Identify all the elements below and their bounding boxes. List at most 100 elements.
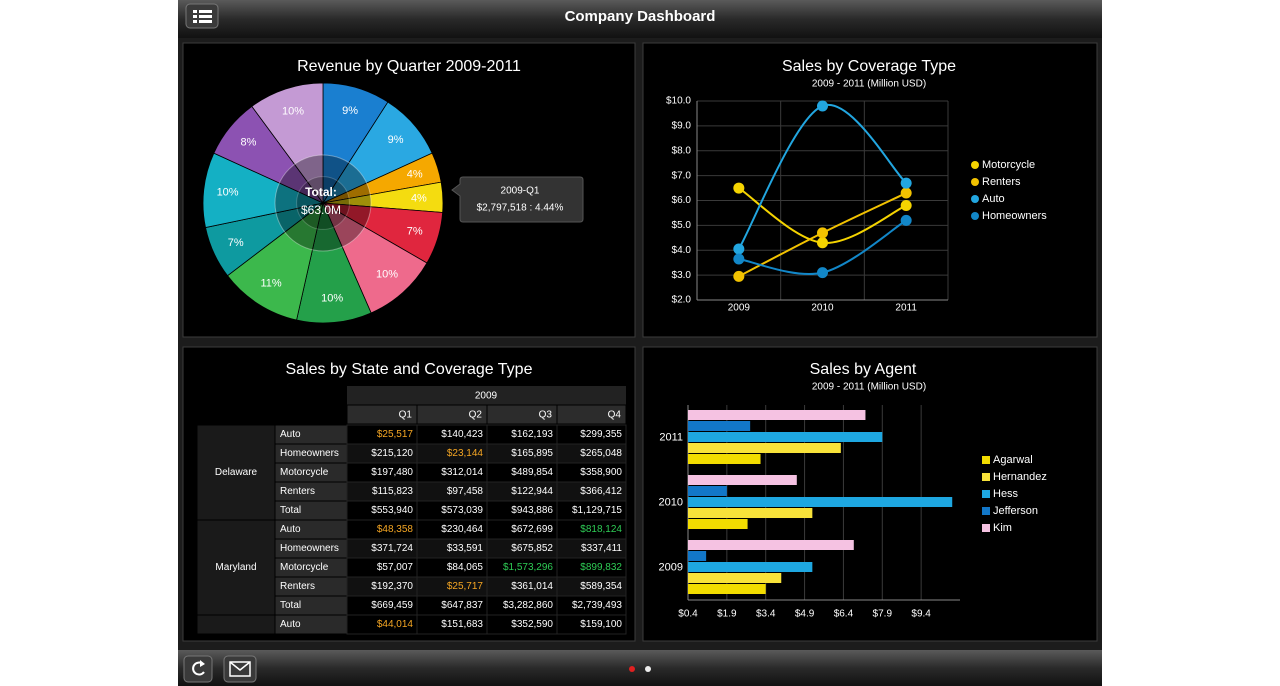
refresh-button[interactable]: [183, 655, 213, 683]
cell-value: $159,100: [580, 619, 622, 630]
bar: [688, 443, 841, 453]
cell-value: $337,411: [581, 543, 622, 554]
cell-value: $672,699: [511, 524, 553, 535]
legend-marker: [971, 212, 979, 220]
cell-value: $818,124: [580, 524, 622, 535]
line-point: [817, 227, 828, 239]
legend-marker: [982, 524, 990, 532]
legend-label: Jefferson: [993, 505, 1038, 517]
table-header: [347, 386, 626, 405]
menu-button[interactable]: [185, 3, 219, 29]
legend-label: Homeowners: [982, 210, 1047, 222]
line-point: [733, 243, 745, 255]
pie-slice: [251, 82, 324, 205]
pie-center: [296, 176, 350, 230]
panel-title: Sales by State and Coverage Type: [286, 361, 533, 378]
tooltip: [451, 176, 584, 223]
y-tick-label: $2.0: [672, 295, 692, 306]
slice-label: 11%: [260, 278, 281, 290]
cell-value: $2,739,493: [572, 600, 622, 611]
panel-title: Revenue by Quarter 2009-2011: [297, 58, 521, 75]
cell-value: $361,014: [511, 581, 553, 592]
cell-value: $140,423: [441, 429, 483, 440]
cell-value: $23,144: [447, 448, 484, 459]
column-header: Q4: [608, 410, 622, 421]
line-point: [817, 267, 828, 279]
cell-value: $553,940: [371, 505, 413, 516]
panel-title: Sales by Agent: [810, 361, 917, 378]
y-tick-label: 2011: [659, 431, 683, 443]
cell-value: $48,358: [377, 524, 414, 535]
slice-label: 4%: [411, 192, 427, 204]
app-title: Company Dashboard: [565, 8, 716, 25]
legend-label: Motorcycle: [982, 159, 1035, 171]
table-header: [556, 404, 627, 425]
slice-label: 10%: [217, 186, 239, 198]
x-tick-label: $6.4: [834, 609, 854, 620]
table-cell: [556, 614, 627, 635]
cell-value: $265,048: [580, 448, 622, 459]
cell-value: $57,007: [377, 562, 414, 573]
state-cell: [196, 424, 276, 521]
slice-label: 7%: [407, 225, 423, 237]
page-dot[interactable]: [629, 666, 635, 672]
page-dot[interactable]: [645, 666, 651, 672]
pie-slice: [202, 152, 325, 229]
cell-value: $589,354: [580, 581, 622, 592]
state-cell: [196, 614, 276, 635]
bar: [688, 432, 883, 442]
y-tick-label: $9.0: [672, 121, 692, 132]
line-point: [733, 253, 745, 265]
y-tick-label: $10.0: [666, 96, 691, 107]
column-header: Q3: [539, 410, 553, 421]
line-point: [900, 177, 912, 189]
panel-title: Sales by Coverage Type: [782, 58, 956, 75]
row-type: Total: [280, 600, 301, 611]
x-tick-label: $7.9: [873, 609, 893, 620]
mail-button[interactable]: [223, 655, 257, 683]
pie-slice: [322, 202, 428, 314]
panel-subtitle: 2009 - 2011 (Million USD): [812, 382, 926, 393]
bar: [688, 584, 766, 594]
y-tick-label: $7.0: [672, 170, 692, 181]
column-header: Q2: [469, 410, 483, 421]
bar: [688, 497, 953, 507]
x-tick-label: $3.4: [756, 609, 776, 620]
tooltip-title: 2009-Q1: [501, 186, 540, 197]
center-label: Total:: [305, 185, 337, 199]
legend-marker: [982, 456, 990, 464]
cell-value: $165,895: [511, 448, 553, 459]
bar: [688, 486, 727, 496]
cell-value: $647,837: [441, 600, 483, 611]
cell-value: $358,900: [580, 467, 622, 478]
cell-value: $352,590: [511, 619, 553, 630]
legend-label: Renters: [982, 176, 1021, 188]
bar: [688, 454, 761, 464]
row-type: Total: [280, 505, 301, 516]
center-value: $63.0M: [301, 203, 341, 217]
legend-marker: [982, 507, 990, 515]
row-type: Auto: [280, 524, 301, 535]
legend-marker: [982, 473, 990, 481]
pie-slice: [226, 202, 324, 321]
cell-value: $192,370: [371, 581, 413, 592]
slice-label: 10%: [282, 106, 304, 118]
panel-subtitle: 2009 - 2011 (Million USD): [812, 79, 926, 90]
cell-value: $162,193: [511, 429, 553, 440]
slice-label: 9%: [342, 105, 358, 117]
x-tick-label: $9.4: [911, 609, 931, 620]
line-point: [817, 237, 828, 249]
line-point: [900, 214, 912, 226]
row-type: Motorcycle: [280, 467, 329, 478]
state-label: Delaware: [215, 467, 258, 478]
bar: [688, 475, 797, 485]
cell-value: $151,683: [441, 619, 483, 630]
bar: [688, 508, 813, 518]
legend-marker: [971, 161, 979, 169]
cell-value: $371,724: [371, 543, 413, 554]
cell-value: $25,717: [447, 581, 484, 592]
legend-label: Kim: [993, 522, 1012, 534]
row-type: Homeowners: [280, 448, 339, 459]
cell-value: $1,573,296: [503, 562, 553, 573]
